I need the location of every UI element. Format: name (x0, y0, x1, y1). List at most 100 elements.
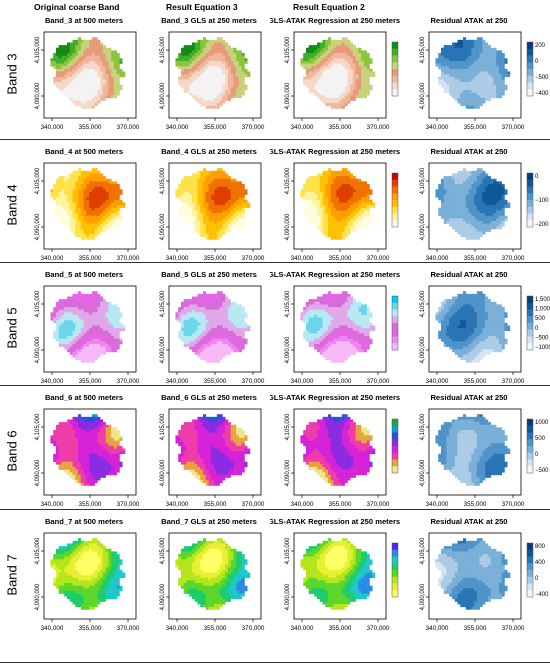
raster-cell (97, 50, 101, 54)
raster-cell (72, 74, 76, 78)
raster-cell (230, 226, 234, 230)
raster-cell (194, 53, 198, 56)
raster-cell (102, 351, 106, 355)
legend-swatch (527, 193, 533, 201)
raster-cell (102, 330, 106, 334)
raster-cell (465, 199, 469, 203)
raster-cell (211, 95, 215, 99)
raster-cell (460, 58, 464, 62)
raster-cell (308, 45, 312, 49)
raster-cell (336, 218, 340, 222)
raster-cell (339, 207, 343, 211)
raster-cell (443, 191, 447, 195)
raster-cell (83, 317, 87, 321)
raster-cell (53, 207, 57, 211)
raster-cell (471, 89, 475, 93)
raster-cell (94, 330, 98, 334)
raster-cell (454, 178, 458, 182)
raster-cell (105, 325, 109, 329)
raster-cell (363, 66, 367, 70)
raster-cell (69, 218, 73, 222)
raster-cell (490, 63, 494, 67)
raster-cell (180, 186, 185, 190)
raster-cell (308, 53, 312, 56)
raster-cell (244, 191, 248, 195)
raster-cell (347, 173, 351, 177)
raster-cell (350, 173, 354, 177)
raster-cell (482, 231, 486, 235)
raster-cell (504, 191, 508, 195)
raster-cell (463, 63, 467, 67)
raster-cell (241, 82, 245, 85)
raster-cell (197, 189, 201, 193)
raster-cell (216, 71, 220, 75)
raster-cell (192, 42, 196, 46)
raster-cell (352, 181, 356, 185)
x-tick-label: 340,000 (426, 124, 449, 131)
raster-cell (113, 68, 117, 72)
raster-cell (341, 168, 345, 172)
raster-cell (366, 191, 370, 195)
raster-cell (227, 189, 231, 193)
raster-cell (496, 184, 500, 187)
raster-cell (189, 322, 193, 326)
raster-cell (319, 45, 323, 49)
raster-cell (211, 76, 215, 80)
raster-cell (80, 199, 84, 203)
raster-cell (446, 53, 450, 56)
raster-cell (180, 74, 185, 78)
raster-cell (238, 223, 242, 227)
raster-cell (336, 223, 340, 227)
raster-cell (438, 194, 442, 198)
raster-cell (183, 213, 187, 216)
raster-cell (69, 184, 73, 187)
raster-cell (463, 42, 467, 46)
raster-cell (344, 92, 348, 96)
raster-cell (89, 236, 93, 240)
raster-cell (438, 53, 442, 56)
raster-cell (350, 89, 354, 93)
raster-cell (75, 103, 79, 107)
raster-cell (485, 186, 489, 190)
raster-cell (200, 76, 204, 80)
raster-cell (72, 218, 76, 222)
raster-cell (97, 55, 101, 59)
raster-cell (457, 97, 461, 101)
raster-cell (325, 202, 329, 206)
raster-cell (86, 328, 90, 332)
raster-cell (225, 60, 229, 64)
raster-cell (463, 92, 467, 96)
x-tick-label: 355,000 (79, 378, 102, 385)
raster-cell (197, 207, 201, 211)
raster-cell (105, 66, 109, 70)
raster-cell (113, 82, 117, 85)
raster-cell (203, 92, 207, 96)
raster-cell (83, 359, 87, 363)
raster-cell (330, 236, 334, 240)
raster-cell (80, 220, 84, 224)
raster-cell (102, 328, 106, 332)
raster-cell (197, 55, 201, 59)
raster-cell (119, 341, 123, 345)
raster-cell (72, 231, 76, 235)
raster-cell (504, 71, 508, 75)
raster-cell (352, 186, 356, 190)
raster-cell (474, 186, 478, 190)
raster-cell (236, 87, 240, 91)
raster-cell (347, 178, 351, 182)
raster-cell (468, 176, 472, 180)
raster-cell (102, 184, 106, 187)
raster-cell (341, 105, 345, 109)
raster-cell (83, 87, 87, 91)
raster-cell (325, 74, 329, 78)
raster-cell (236, 199, 240, 203)
raster-cell (344, 197, 348, 201)
raster-cell (208, 100, 212, 104)
raster-cell (471, 100, 475, 104)
raster-cell (322, 199, 326, 203)
raster-cell (194, 220, 198, 224)
raster-cell (305, 181, 310, 185)
raster-cell (347, 87, 351, 91)
raster-cell (105, 338, 109, 342)
raster-cell (438, 55, 442, 59)
